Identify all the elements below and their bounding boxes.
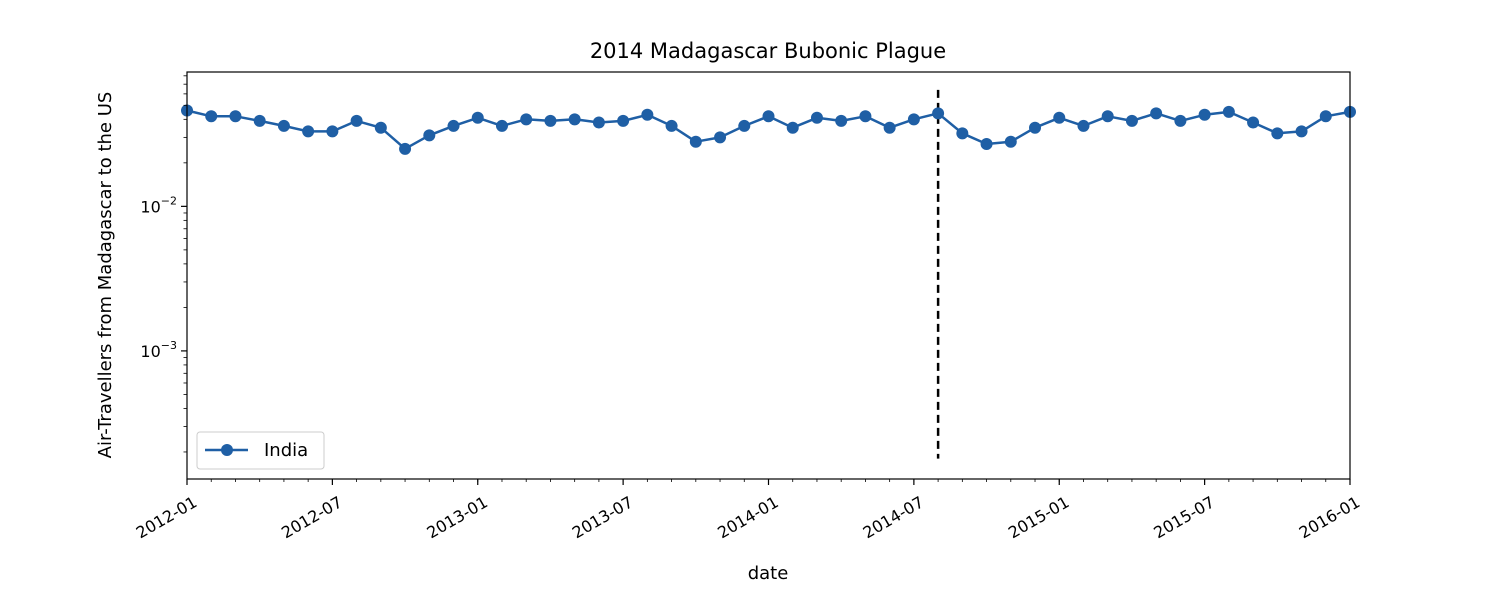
y-tick-label: 10−3 bbox=[140, 339, 177, 361]
data-point bbox=[471, 111, 484, 124]
data-point bbox=[1053, 111, 1066, 124]
legend-frame bbox=[196, 431, 325, 470]
data-point bbox=[641, 108, 654, 121]
data-point bbox=[592, 116, 605, 129]
chart-title: 2014 Madagascar Bubonic Plague bbox=[590, 39, 946, 63]
x-tick-label: 2012-01 bbox=[133, 492, 200, 542]
y-tick-label: 10−2 bbox=[140, 194, 177, 216]
data-point bbox=[835, 114, 848, 127]
data-point bbox=[883, 121, 896, 134]
data-point bbox=[495, 119, 508, 132]
data-point bbox=[229, 110, 242, 123]
y-axis-title: Air-Travellers from Madagascar to the US bbox=[95, 92, 116, 459]
data-point bbox=[544, 114, 557, 127]
data-point bbox=[1004, 135, 1017, 148]
data-point bbox=[350, 114, 363, 127]
data-point bbox=[859, 110, 872, 123]
x-axis: 2012-01 2012-07 2013-01 2013-07 2014-01 2014-… bbox=[133, 479, 1363, 542]
data-point bbox=[1101, 110, 1114, 123]
data-point bbox=[689, 135, 702, 148]
data-point bbox=[1125, 114, 1138, 127]
data-point bbox=[1174, 114, 1187, 127]
y-axis: 10−2 10−3 bbox=[140, 75, 187, 453]
x-tick-label: 2015-07 bbox=[1150, 492, 1217, 542]
data-point bbox=[1247, 116, 1260, 129]
data-point bbox=[956, 127, 969, 140]
data-point bbox=[423, 129, 436, 142]
data-point bbox=[1295, 125, 1308, 138]
data-point bbox=[302, 125, 315, 138]
data-point bbox=[1077, 119, 1090, 132]
data-point bbox=[399, 142, 412, 155]
legend-swatch-marker bbox=[221, 444, 233, 456]
data-point bbox=[1319, 110, 1332, 123]
x-tick-label: 2013-01 bbox=[424, 492, 491, 542]
data-point bbox=[1150, 107, 1163, 120]
data-point bbox=[277, 119, 290, 132]
data-point bbox=[447, 119, 460, 132]
data-point bbox=[786, 121, 799, 134]
x-tick-label: 2016-01 bbox=[1296, 492, 1363, 542]
x-axis-title: date bbox=[748, 563, 789, 584]
data-point bbox=[1198, 108, 1211, 121]
data-point bbox=[205, 110, 218, 123]
x-tick-label: 2014-01 bbox=[714, 492, 781, 542]
x-tick-label: 2013-07 bbox=[569, 492, 636, 542]
data-point bbox=[1222, 105, 1235, 118]
data-point bbox=[762, 110, 775, 123]
data-point bbox=[1271, 127, 1284, 140]
data-point bbox=[907, 113, 920, 126]
x-tick-label: 2014-07 bbox=[860, 492, 927, 542]
data-point bbox=[932, 107, 945, 120]
legend: India bbox=[196, 431, 325, 470]
plot-frame bbox=[186, 71, 1351, 480]
data-point bbox=[568, 113, 581, 126]
data-point bbox=[326, 125, 339, 138]
data-point bbox=[253, 114, 266, 127]
legend-label-india: India bbox=[264, 440, 308, 461]
data-point bbox=[738, 119, 751, 132]
data-point bbox=[374, 121, 387, 134]
x-tick-label: 2012-07 bbox=[278, 492, 345, 542]
data-point bbox=[980, 137, 993, 150]
data-point bbox=[617, 114, 630, 127]
x-tick-label: 2015-01 bbox=[1005, 492, 1072, 542]
data-point bbox=[1029, 121, 1042, 134]
data-point bbox=[520, 113, 533, 126]
data-point bbox=[810, 111, 823, 124]
plot-area bbox=[181, 89, 1356, 459]
data-point bbox=[665, 119, 678, 132]
data-point bbox=[714, 131, 727, 144]
